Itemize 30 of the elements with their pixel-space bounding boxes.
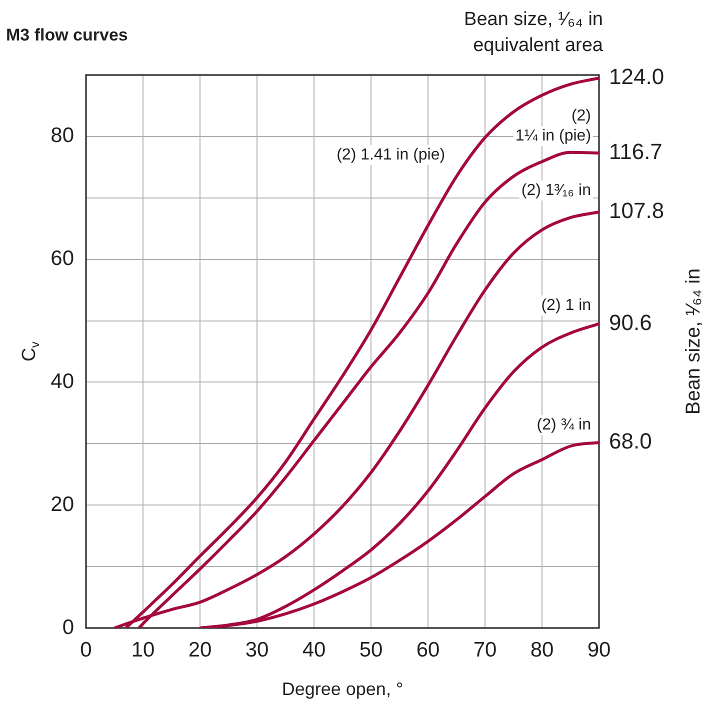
series-label: (2) 1³⁄₁₆ in	[521, 182, 592, 199]
x-tick-label: 40	[302, 638, 326, 662]
series-label: (2) 1.41 in (pie)	[336, 146, 446, 164]
y-tick-label: 20	[50, 492, 74, 516]
text: 107.8	[609, 198, 664, 224]
y-tick-label: 40	[50, 370, 74, 394]
x-tick-label: 30	[245, 638, 269, 662]
series-label: (2) ¾ in	[536, 416, 592, 434]
x-axis-title: Degree open, °	[282, 678, 404, 699]
x-tick-label: 70	[473, 638, 497, 662]
x-tick-label: 20	[188, 638, 212, 662]
text: Bean size, ¹⁄₆₄ in equivalent area	[464, 9, 604, 56]
y-tick-label: 80	[50, 124, 74, 148]
y-tick-label: 60	[50, 247, 74, 270]
y-tick-label: 0	[62, 616, 74, 639]
x-tick-label: 50	[359, 638, 383, 662]
text: 90.6	[609, 310, 652, 335]
series-label: (2) 1 in	[541, 296, 592, 314]
y-axis-title: Cv	[19, 340, 42, 362]
x-tick-label: 80	[530, 638, 554, 662]
series-label: (2) 1¼ in (pie)	[515, 108, 592, 145]
text: 116.7	[609, 139, 662, 164]
x-tick-label: 10	[131, 638, 155, 662]
y2-axis-title: Bean size, ¹⁄₆₄ in	[682, 268, 705, 415]
text: 68.0	[609, 428, 652, 454]
x-tick-label: 90	[587, 638, 611, 662]
x-tick-label: 0	[80, 638, 92, 662]
chart-title: M3 flow curves	[6, 26, 128, 45]
x-tick-label: 60	[416, 638, 440, 662]
text: 124.0	[609, 64, 664, 90]
